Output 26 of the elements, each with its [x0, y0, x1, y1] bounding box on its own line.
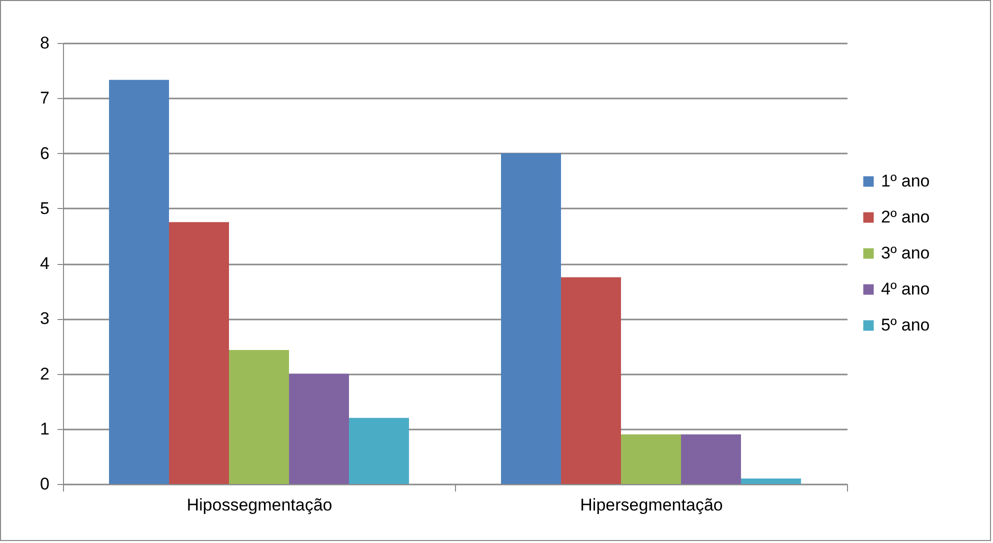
y-tick-label: 0 [40, 474, 50, 494]
legend-label: 5º ano [881, 316, 930, 334]
bar [740, 478, 801, 484]
x-tick-label: Hipersegmentação [580, 496, 723, 514]
y-tick-label: 3 [40, 309, 50, 328]
bar [348, 418, 409, 484]
bar [109, 80, 170, 484]
bar [288, 374, 349, 484]
bar [169, 222, 230, 484]
y-tick-label: 4 [40, 254, 50, 273]
y-tick-label: 2 [40, 364, 50, 384]
bar [561, 277, 622, 484]
bar [501, 153, 562, 484]
y-tick-label: 1 [40, 419, 50, 438]
bar [680, 434, 741, 484]
y-tick-label: 7 [40, 88, 50, 108]
legend-label: 4º ano [881, 280, 930, 298]
y-tick-label: 5 [40, 198, 50, 218]
x-tick-label: Hipossegmentação [186, 496, 332, 514]
legend-label: 3º ano [881, 244, 930, 262]
y-tick-label: 8 [40, 34, 50, 52]
legend-label: 2º ano [881, 208, 930, 226]
y-tick-label: 6 [40, 144, 50, 163]
legend-label: 1º ano [881, 172, 930, 190]
bar [621, 434, 681, 484]
bar [229, 350, 289, 484]
